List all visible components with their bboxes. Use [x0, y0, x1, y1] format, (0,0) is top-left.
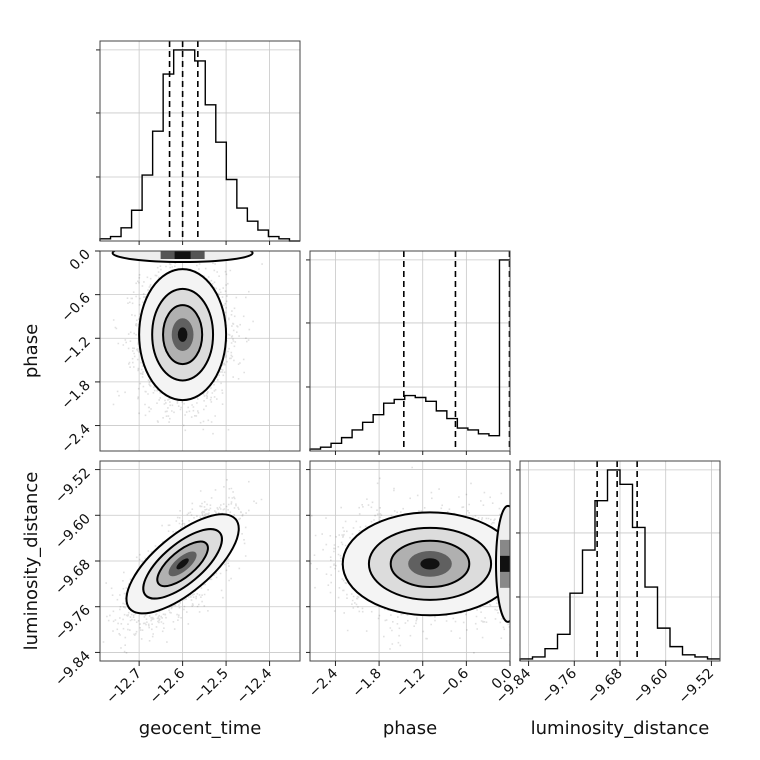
x-tick-label: −0.6 — [437, 665, 472, 700]
y-tick-label: −1.2 — [58, 334, 93, 369]
y-tick-label: −1.8 — [58, 377, 93, 412]
y-tick-label: −9.68 — [52, 557, 94, 599]
x-tick-label: −12.4 — [234, 665, 276, 707]
density-contours — [341, 511, 510, 617]
density-level — [176, 558, 189, 570]
x-tick-label: −9.60 — [630, 666, 672, 708]
x-tick-label: −12.5 — [190, 666, 232, 708]
contour-line — [341, 511, 510, 617]
scatter-panel-phase-luminosity_distance — [309, 460, 511, 662]
x-tick-label: −1.8 — [350, 666, 385, 701]
panel-frame — [99, 250, 301, 452]
density-contours — [138, 268, 228, 402]
x-tick-label: −1.2 — [393, 666, 428, 701]
y-tick-label: −9.84 — [52, 648, 94, 690]
histogram-panel-geocent_time — [96, 40, 301, 242]
density-level — [420, 558, 440, 570]
contour-line — [156, 540, 209, 588]
histogram-geocent_time — [99, 49, 300, 242]
contour-line — [151, 287, 215, 382]
y-tick-label: −9.52 — [52, 465, 94, 507]
x-tick-label: −12.7 — [103, 666, 145, 708]
contour-line — [367, 526, 493, 601]
y-tick-label: −9.60 — [52, 511, 94, 553]
scatter-panel-geocent_time-phase — [99, 250, 301, 452]
panel-frame — [309, 250, 511, 452]
boundary-density-peak — [500, 555, 510, 572]
x-axis-label-phase: phase — [383, 718, 437, 739]
contour-line — [125, 513, 240, 615]
histogram-luminosity_distance — [519, 469, 720, 661]
boundary-density-peak — [174, 251, 191, 259]
histogram-phase — [309, 259, 510, 451]
x-tick-label: −9.52 — [676, 666, 718, 708]
contour-line — [142, 528, 223, 600]
y-tick-label: −2.4 — [58, 421, 93, 456]
panel-frame — [99, 40, 301, 242]
x-axis-label-geocent_time: geocent_time — [139, 718, 262, 739]
scatter-panel-geocent_time-luminosity_distance — [99, 460, 301, 662]
contour-line — [138, 268, 228, 402]
density-level — [177, 327, 188, 342]
y-tick-label: −0.6 — [58, 290, 93, 325]
x-tick-label: −2.4 — [306, 665, 341, 700]
y-tick-label: 0.0 — [67, 247, 94, 274]
x-tick-label: −12.6 — [147, 665, 189, 707]
density-contours — [125, 513, 240, 615]
y-tick-label: −9.76 — [52, 602, 94, 644]
histogram-panel-luminosity_distance — [516, 460, 721, 662]
histogram-panel-phase — [306, 250, 511, 452]
y-axis-label-phase: phase — [21, 324, 42, 378]
x-tick-label: −9.68 — [584, 666, 626, 708]
x-axis-label-luminosity_distance: luminosity_distance — [531, 718, 710, 739]
x-tick-label: −9.76 — [538, 665, 580, 707]
contour-line — [162, 304, 204, 366]
y-axis-label-luminosity_distance: luminosity_distance — [21, 472, 42, 651]
contour-line — [389, 539, 471, 588]
